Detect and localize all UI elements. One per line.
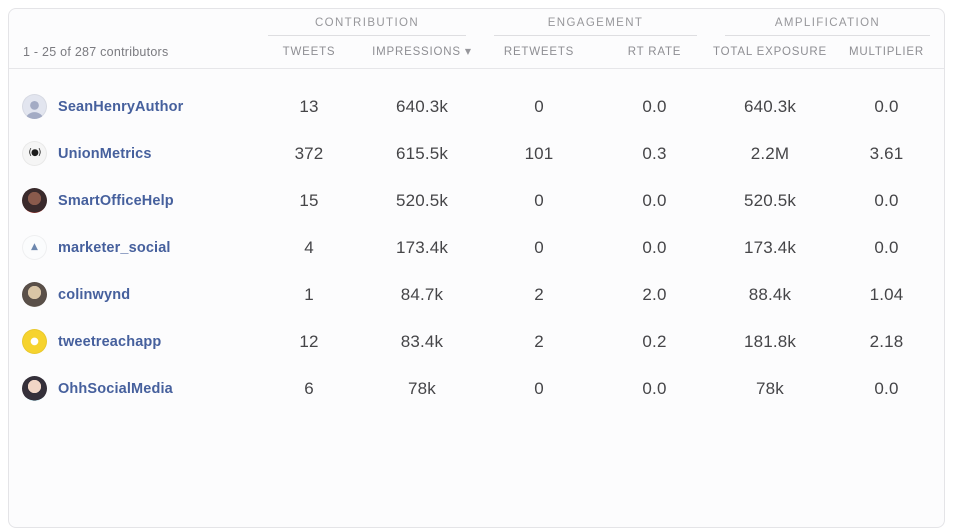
contributor-cell: SmartOfficeHelp	[9, 188, 254, 213]
table-row: SeanHenryAuthor 13 640.3k 0 0.0 640.3k 0…	[9, 83, 944, 130]
cell-total_exposure: 78k	[756, 378, 784, 398]
contributor-username-link[interactable]: SmartOfficeHelp	[58, 192, 174, 209]
table-row: OhhSocialMedia 6 78k 0 0.0 78k 0.0	[9, 365, 944, 412]
contributor-username-link[interactable]: tweetreachapp	[58, 333, 162, 350]
column-group-label: AMPLIFICATION	[774, 17, 881, 29]
cell-rt_rate: 0.3	[642, 143, 667, 163]
cell-impressions: 640.3k	[395, 96, 449, 116]
column-header-row: 1 - 25 of 287 contributors TWEETS IMPRES…	[9, 36, 944, 68]
marketer-social-logo-avatar[interactable]: ▲	[22, 235, 47, 260]
pagination-label: 1 - 25 of 287 contributors	[23, 45, 169, 59]
contributor-cell: ● tweetreachapp	[9, 329, 254, 354]
cell-tweets: 372	[294, 143, 324, 163]
cell-tweets: 15	[299, 190, 319, 210]
default-person-avatar[interactable]	[22, 94, 47, 119]
table-row: ▲ marketer_social 4 173.4k 0 0.0 173.4k …	[9, 224, 944, 271]
column-header-multiplier[interactable]: MULTIPLIER	[849, 46, 924, 58]
contributor-username-link[interactable]: marketer_social	[58, 239, 171, 256]
tweetreach-logo-avatar[interactable]: ●	[22, 329, 47, 354]
profile-photo-avatar[interactable]	[22, 282, 47, 307]
cell-total_exposure: 181.8k	[743, 331, 797, 351]
cell-tweets: 13	[299, 96, 319, 116]
table-row: colinwynd 1 84.7k 2 2.0 88.4k 1.04	[9, 271, 944, 318]
contributor-cell: OhhSocialMedia	[9, 376, 254, 401]
cell-impressions: 78k	[408, 378, 436, 398]
cell-multiplier: 0.0	[874, 96, 899, 116]
cell-rt_rate: 0.0	[642, 190, 667, 210]
table-body: SeanHenryAuthor 13 640.3k 0 0.0 640.3k 0…	[9, 69, 944, 412]
column-header-impressions-label: IMPRESSIONS	[372, 46, 461, 58]
column-group-row: CONTRIBUTION ENGAGEMENT AMPLIFICATION	[9, 9, 944, 36]
cell-retweets: 0	[534, 96, 544, 116]
cell-retweets: 0	[534, 237, 544, 257]
column-header-tweets[interactable]: TWEETS	[282, 46, 336, 58]
contributor-username-link[interactable]: UnionMetrics	[58, 145, 152, 162]
unionmetrics-logo-avatar[interactable]: (●)	[22, 141, 47, 166]
sort-desc-icon[interactable]: ▼	[464, 47, 472, 56]
cell-retweets: 0	[534, 378, 544, 398]
contributor-username-link[interactable]: SeanHenryAuthor	[58, 98, 184, 115]
cell-rt_rate: 2.0	[642, 284, 667, 304]
profile-photo-avatar[interactable]	[22, 188, 47, 213]
cell-impressions: 173.4k	[395, 237, 449, 257]
cell-rt_rate: 0.2	[642, 331, 667, 351]
column-header-impressions[interactable]: IMPRESSIONS ▼	[364, 46, 480, 58]
cell-tweets: 6	[304, 378, 314, 398]
cell-rt_rate: 0.0	[642, 237, 667, 257]
contributor-username-link[interactable]: OhhSocialMedia	[58, 380, 173, 397]
cell-total_exposure: 520.5k	[743, 190, 797, 210]
column-group-label: CONTRIBUTION	[314, 17, 420, 29]
table-row: ● tweetreachapp 12 83.4k 2 0.2 181.8k 2.…	[9, 318, 944, 365]
cell-retweets: 2	[534, 331, 544, 351]
cell-total_exposure: 640.3k	[743, 96, 797, 116]
cell-rt_rate: 0.0	[642, 96, 667, 116]
column-group-contribution: CONTRIBUTION	[254, 17, 480, 36]
column-group-underline	[494, 35, 697, 36]
profile-photo-avatar[interactable]	[22, 376, 47, 401]
cell-retweets: 0	[534, 190, 544, 210]
cell-impressions: 520.5k	[395, 190, 449, 210]
contributor-cell: SeanHenryAuthor	[9, 94, 254, 119]
contributors-table-card: CONTRIBUTION ENGAGEMENT AMPLIFICATION 1 …	[8, 8, 945, 528]
cell-impressions: 83.4k	[400, 331, 444, 351]
cell-multiplier: 2.18	[869, 331, 904, 351]
cell-tweets: 4	[304, 237, 314, 257]
table-header: CONTRIBUTION ENGAGEMENT AMPLIFICATION 1 …	[9, 9, 944, 69]
table-row: (●) UnionMetrics 372 615.5k 101 0.3 2.2M…	[9, 130, 944, 177]
contributor-cell: (●) UnionMetrics	[9, 141, 254, 166]
cell-tweets: 12	[299, 331, 319, 351]
column-group-underline	[268, 35, 466, 36]
cell-multiplier: 0.0	[874, 378, 899, 398]
table-row: SmartOfficeHelp 15 520.5k 0 0.0 520.5k 0…	[9, 177, 944, 224]
column-header-rt-rate[interactable]: RT RATE	[627, 46, 682, 58]
contributor-cell: ▲ marketer_social	[9, 235, 254, 260]
contributor-username-link[interactable]: colinwynd	[58, 286, 131, 303]
column-group-label: ENGAGEMENT	[547, 17, 644, 29]
cell-total_exposure: 88.4k	[748, 284, 792, 304]
cell-multiplier: 3.61	[869, 143, 904, 163]
cell-impressions: 84.7k	[400, 284, 444, 304]
column-group-underline	[725, 35, 930, 36]
cell-retweets: 101	[524, 143, 554, 163]
column-group-engagement: ENGAGEMENT	[480, 17, 711, 36]
cell-total_exposure: 173.4k	[743, 237, 797, 257]
cell-multiplier: 1.04	[869, 284, 904, 304]
cell-impressions: 615.5k	[395, 143, 449, 163]
cell-rt_rate: 0.0	[642, 378, 667, 398]
cell-multiplier: 0.0	[874, 237, 899, 257]
cell-tweets: 1	[304, 284, 314, 304]
column-header-retweets[interactable]: RETWEETS	[503, 46, 575, 58]
column-header-total-exposure[interactable]: TOTAL EXPOSURE	[713, 46, 827, 58]
cell-multiplier: 0.0	[874, 190, 899, 210]
column-group-amplification: AMPLIFICATION	[711, 17, 944, 36]
contributor-cell: colinwynd	[9, 282, 254, 307]
cell-retweets: 2	[534, 284, 544, 304]
cell-total_exposure: 2.2M	[750, 143, 790, 163]
